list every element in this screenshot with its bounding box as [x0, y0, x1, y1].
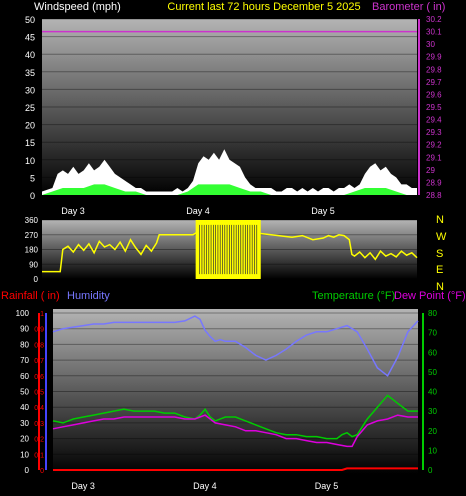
- temperature-tick-label: 60: [428, 348, 437, 357]
- rainfall-axis-title: Rainfall ( in): [1, 290, 60, 302]
- wind-gust-area: [42, 149, 417, 195]
- direction-tick-label: 270: [25, 231, 39, 240]
- rainfall-tick-label: 1: [40, 311, 44, 318]
- wind-direction-swing: [195, 220, 261, 279]
- wind-y-tick-label: 50: [25, 15, 35, 25]
- humidity-tick-label: 60: [20, 372, 29, 381]
- temperature-tick-label: 50: [428, 368, 437, 377]
- temperature-tick-label: 30: [428, 407, 437, 416]
- humidity-line: [52, 315, 419, 377]
- humidity-tick-label: 90: [20, 325, 29, 334]
- wind-y-tick-label: 45: [25, 33, 35, 43]
- wind-x-tick-label: Day 3: [61, 206, 85, 216]
- humidity-tick-label: 40: [20, 403, 29, 412]
- wind-y-tick-label: 20: [25, 121, 35, 131]
- barometer-tick-label: 29.6: [426, 90, 442, 99]
- humidity-tick-label: 70: [20, 356, 29, 365]
- temperature-tick-label: 70: [428, 329, 437, 338]
- compass-label: N: [436, 214, 444, 226]
- temp-x-tick-label: Day 5: [315, 481, 339, 491]
- barometer-tick-label: 29.2: [426, 141, 442, 150]
- rainfall-line: [53, 467, 418, 471]
- temperature-tick-label: 20: [428, 427, 437, 436]
- rainfall-tick-label: 0.8: [34, 342, 44, 349]
- barometer-tick-label: 28.9: [426, 178, 442, 187]
- dewpoint-axis-title: Dew Point (°F): [394, 290, 466, 302]
- barometer-tick-label: 29.7: [426, 78, 442, 87]
- rainfall-tick-label: 0.3: [34, 421, 44, 428]
- compass-label: S: [436, 248, 443, 260]
- wind-y-tick-label: 35: [25, 68, 35, 78]
- rainfall-tick-label: 0.5: [34, 390, 44, 397]
- barometer-axis-title: Barometer ( in): [372, 1, 445, 13]
- wind-x-tick-label: Day 5: [311, 206, 335, 216]
- barometer-tick-label: 29.5: [426, 103, 442, 112]
- barometer-tick-label: 30: [426, 40, 435, 49]
- humidity-tick-label: 80: [20, 340, 29, 349]
- wind-y-tick-label: 5: [30, 173, 35, 183]
- wind-x-tick-label: Day 4: [186, 206, 210, 216]
- wind-y-tick-label: 0: [30, 191, 35, 201]
- wind-direction-line: [42, 230, 418, 273]
- barometer-tick-label: 29.4: [426, 116, 442, 125]
- temperature-tick-label: 80: [428, 309, 437, 318]
- humidity-tick-label: 20: [20, 435, 29, 444]
- rainfall-tick-label: 0.6: [34, 374, 44, 381]
- direction-tick-label: 90: [29, 260, 38, 269]
- barometer-tick-label: 29: [426, 166, 435, 175]
- humidity-axis-title: Humidity: [67, 290, 110, 302]
- compass-label: W: [436, 231, 447, 243]
- rainfall-tick-label: 0.4: [34, 405, 44, 412]
- temperature-line: [52, 394, 418, 440]
- compass-label: N: [436, 281, 444, 293]
- wind-barometer-chart: Windspeed (mph) Current last 72 hours De…: [25, 1, 445, 216]
- dewpoint-line: [52, 414, 418, 448]
- barometer-tick-label: 29.9: [426, 53, 442, 62]
- barometer-tick-label: 30.2: [426, 15, 442, 24]
- wind-y-tick-label: 25: [25, 103, 35, 113]
- wind-y-tick-label: 40: [25, 50, 35, 60]
- barometer-tick-label: 29.3: [426, 128, 442, 137]
- temp-x-tick-label: Day 4: [193, 481, 217, 491]
- rainfall-tick-label: 0.1: [34, 452, 44, 459]
- barometer-tick-label: 30.1: [426, 28, 442, 37]
- humidity-tick-label: 10: [20, 450, 29, 459]
- wind-y-tick-label: 10: [25, 156, 35, 166]
- direction-tick-label: 180: [25, 246, 39, 255]
- barometer-tick-label: 29.1: [426, 153, 442, 162]
- barometer-tick-label: 28.8: [426, 191, 442, 200]
- humidity-tick-label: 100: [16, 309, 30, 318]
- humidity-tick-label: 50: [20, 388, 29, 397]
- wind-average-area: [42, 184, 417, 195]
- temperature-tick-label: 10: [428, 446, 437, 455]
- temperature-axis-title: Temperature (°F): [312, 290, 395, 302]
- rainfall-tick-label: 0.7: [34, 358, 44, 365]
- direction-tick-label: 360: [25, 216, 39, 225]
- temp-humidity-chart: Rainfall ( in) Humidity Temperature (°F)…: [1, 290, 466, 491]
- barometer-tick-label: 29.8: [426, 65, 442, 74]
- rainfall-tick-label: 0.9: [34, 327, 44, 334]
- windspeed-axis-title: Windspeed (mph): [34, 1, 121, 13]
- direction-tick-label: 0: [34, 275, 39, 284]
- wind-y-tick-label: 30: [25, 85, 35, 95]
- rainfall-tick-label: 0.2: [34, 437, 44, 444]
- chart-title: Current last 72 hours December 5 2025: [167, 1, 360, 13]
- temperature-tick-label: 0: [428, 466, 433, 475]
- temp-x-tick-label: Day 3: [71, 481, 95, 491]
- compass-label: E: [436, 264, 443, 276]
- humidity-tick-label: 30: [20, 419, 29, 428]
- wind-y-tick-label: 15: [25, 138, 35, 148]
- rainfall-tick-label: 0: [40, 468, 44, 475]
- humidity-tick-label: 0: [25, 466, 30, 475]
- temp-plot-area: [53, 309, 418, 474]
- temperature-tick-label: 40: [428, 388, 437, 397]
